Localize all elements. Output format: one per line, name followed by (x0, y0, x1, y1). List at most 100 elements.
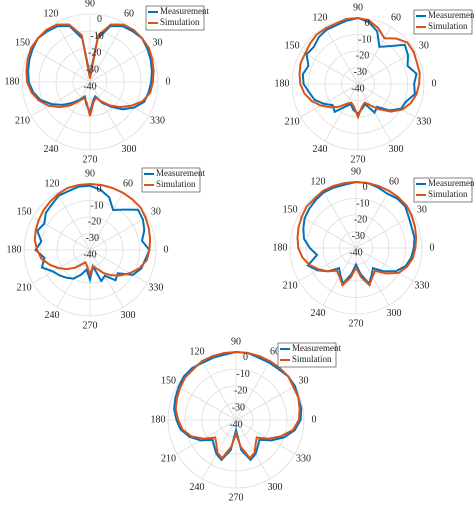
pattern-line (296, 180, 418, 288)
legend-label: Measurement (428, 178, 474, 188)
angle-tick-label: 60 (391, 12, 401, 23)
legend-label: Measurement (156, 168, 205, 178)
polar-chart: 0 30 60 90 120 150 180 210 240 270 300 330 0 -10 -20 -3… (275, 2, 474, 165)
grid-spoke (201, 419, 237, 480)
legend-box (413, 9, 473, 35)
angle-tick-label: 0 (164, 244, 169, 255)
angle-tick-label: 240 (311, 308, 326, 319)
angle-tick-label: 330 (416, 116, 431, 127)
angle-tick-label: 300 (387, 308, 402, 319)
angle-tick-label: 120 (45, 178, 60, 189)
legend-label: Measurement (292, 343, 341, 353)
radial-tick-label: 0 (243, 352, 248, 363)
angle-tick-label: 330 (414, 280, 429, 291)
angle-tick-label: 270 (83, 154, 98, 165)
angle-tick-label: 240 (190, 482, 205, 493)
grid-spoke (355, 214, 414, 249)
radial-tick-label: -10 (356, 198, 369, 209)
grid-spoke (322, 190, 357, 249)
grid-spoke (357, 83, 416, 118)
angle-tick-label: 300 (122, 144, 137, 155)
grid-spoke (355, 190, 390, 249)
grid-spoke (30, 47, 91, 83)
radial-tick-label: 0 (97, 184, 102, 195)
pattern-line (33, 182, 152, 278)
legend-label: Simulation (156, 179, 196, 189)
angle-tick-label: 210 (17, 282, 32, 293)
grid-spoke (89, 249, 148, 284)
grid-spoke (176, 419, 237, 455)
angle-tick-label: 210 (15, 115, 30, 126)
angle-tick-label: 90 (231, 336, 241, 347)
grid-spoke (89, 192, 124, 251)
legend-label: Simulation (428, 21, 468, 31)
grid-spoke (300, 50, 359, 85)
radial-tick-label: -40 (349, 247, 362, 258)
angle-tick-label: 300 (121, 310, 136, 321)
radial-tick-label: -30 (352, 231, 365, 242)
angle-tick-label: 330 (296, 453, 311, 464)
radial-tick-label: -20 (356, 51, 369, 62)
angle-tick-label: 240 (313, 144, 328, 155)
grid-spoke (89, 81, 125, 142)
angle-tick-label: 180 (7, 244, 22, 255)
radial-tick-label: 0 (97, 14, 102, 25)
angle-tick-label: 150 (161, 375, 176, 386)
angle-tick-label: 30 (299, 375, 309, 386)
polar-chart: 0 30 60 90 120 150 180 210 240 270 300 330 0 -10 -20 -3… (273, 166, 474, 329)
angle-tick-label: 120 (313, 12, 328, 23)
grid-spoke (30, 81, 91, 117)
angle-tick-label: 180 (275, 78, 290, 89)
grid-spoke (298, 214, 357, 249)
grid-spoke (235, 385, 296, 421)
radial-tick-label: -30 (232, 402, 245, 413)
angle-tick-label: 270 (349, 318, 364, 329)
grid-spoke (324, 26, 359, 85)
grid-spoke (357, 26, 392, 85)
angle-tick-label: 300 (389, 144, 404, 155)
angle-tick-label: 330 (150, 115, 165, 126)
polar-chart: 0 30 60 90 120 150 180 210 240 270 300 330 0 -10 -20 -3… (7, 167, 205, 331)
radial-tick-label: -10 (90, 31, 103, 42)
grid-spoke (89, 47, 150, 83)
pattern-line (34, 184, 151, 284)
legend-label: Measurement (160, 6, 209, 16)
grid-spoke (176, 385, 237, 421)
angle-tick-label: 270 (83, 320, 98, 331)
angle-tick-label: 210 (161, 453, 176, 464)
pattern-line (298, 16, 421, 120)
grid-spoke (235, 360, 271, 421)
pattern-line (302, 180, 416, 286)
grid-spoke (235, 419, 296, 455)
angle-tick-label: 270 (351, 154, 366, 165)
grid-spoke (55, 22, 91, 83)
angle-tick-label: 150 (17, 206, 32, 217)
grid-spoke (32, 216, 91, 251)
radial-tick-label: 0 (363, 182, 368, 193)
radial-tick-label: -40 (83, 81, 96, 92)
radial-tick-label: -20 (354, 215, 367, 226)
radial-tick-label: -30 (86, 64, 99, 75)
angle-tick-label: 240 (44, 144, 59, 155)
angle-tick-label: 150 (285, 40, 300, 51)
angle-tick-label: 30 (151, 206, 161, 217)
angle-tick-label: 30 (419, 40, 429, 51)
pattern-line (173, 350, 303, 462)
angle-tick-label: 180 (151, 414, 166, 425)
grid-spoke (355, 247, 414, 282)
angle-tick-label: 300 (268, 482, 283, 493)
angle-tick-label: 120 (44, 9, 59, 20)
grid-spoke (201, 360, 237, 421)
legend-box (277, 342, 337, 368)
angle-tick-label: 0 (430, 242, 435, 253)
angle-tick-label: 60 (270, 347, 280, 358)
pattern-line (174, 350, 301, 460)
angle-tick-label: 0 (432, 78, 437, 89)
radial-tick-label: -40 (83, 249, 96, 260)
radial-tick-label: -20 (88, 217, 101, 228)
legend-label: Simulation (160, 17, 200, 27)
grid-spoke (56, 192, 91, 251)
